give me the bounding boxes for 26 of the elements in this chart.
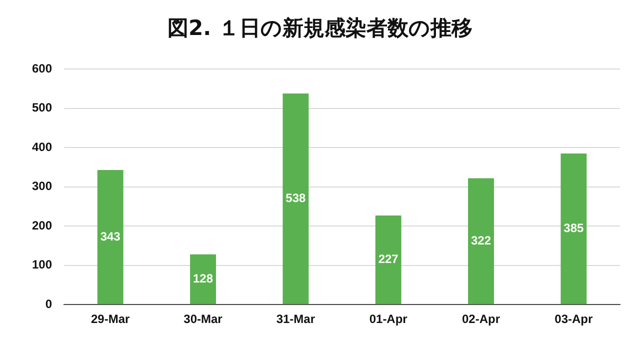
y-tick-label: 0 [45,296,52,311]
data-label: 538 [286,191,306,206]
data-label: 128 [193,272,214,286]
y-tick-label: 200 [32,218,52,232]
bar [468,178,494,304]
bar [375,216,402,304]
x-tick-label: 01-Apr [369,312,408,326]
x-tick-label: 31-Mar [276,312,316,326]
x-tick-label: 30-Mar [184,312,223,326]
chart-title: 図2. １日の新規感染者数の推移 [166,15,474,42]
y-tick-label: 100 [32,258,52,272]
y-tick-label: 600 [32,62,52,76]
y-tick-label: 400 [32,140,52,154]
bar [560,154,587,304]
data-label: 227 [378,252,399,266]
x-tick-label: 02-Apr [462,312,500,326]
y-tick-label: 500 [32,100,52,115]
bar [282,94,309,304]
data-label: 322 [470,233,492,248]
y-tick-label: 300 [32,179,52,194]
data-label: 385 [564,221,584,236]
x-tick-label: 29-Mar [91,312,130,326]
bar [97,170,124,304]
data-label: 343 [100,229,121,244]
bar [190,254,216,304]
x-tick-label: 03-Apr [554,312,593,326]
